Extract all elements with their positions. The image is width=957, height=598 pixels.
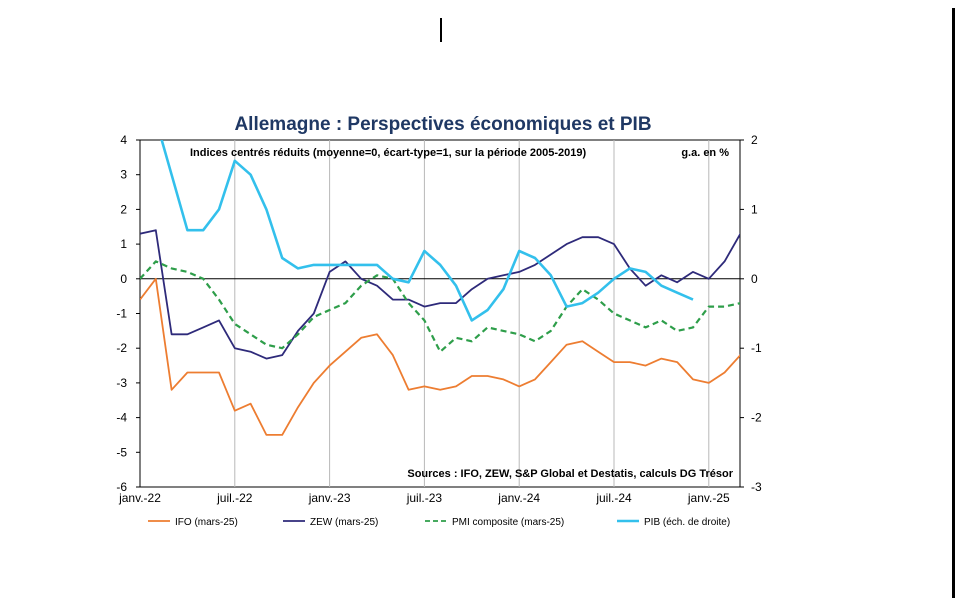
legend-label-3: PIB (éch. de droite)	[644, 517, 730, 528]
left-tick-label: -4	[116, 411, 127, 425]
x-tick-label: juil.-23	[406, 491, 443, 505]
left-tick-label: 0	[120, 272, 127, 286]
left-tick-label: 2	[120, 202, 127, 216]
plot-area	[139, 139, 741, 488]
left-tick-label: -5	[116, 445, 127, 459]
chart-title: Allemagne : Perspectives économiques et …	[234, 114, 651, 135]
series-line-1	[140, 229, 740, 360]
plot-frame	[139, 139, 741, 488]
left-tick-label: -3	[116, 376, 127, 390]
series-line-0	[140, 277, 740, 436]
right-tick-label: 1	[751, 202, 758, 216]
left-tick-label: -6	[116, 480, 127, 494]
left-tick-label: 4	[120, 133, 127, 147]
legend-label-2: PMI composite (mars-25)	[452, 517, 564, 528]
right-tick-label: -3	[751, 480, 762, 494]
text-cursor	[440, 18, 442, 42]
x-tick-label: janv.-25	[687, 491, 730, 505]
x-tick-label: juil.-24	[595, 491, 632, 505]
right-tick-label: -2	[751, 411, 762, 425]
legend-label-1: ZEW (mars-25)	[310, 517, 378, 528]
chart-subtitle: Indices centrés réduits (moyenne=0, écar…	[190, 147, 587, 159]
x-tick-label: janv.-22	[118, 491, 161, 505]
right-tick-label: 2	[751, 133, 758, 147]
left-tick-label: -1	[116, 307, 127, 321]
series-line-2	[140, 260, 740, 353]
left-tick-label: 1	[120, 237, 127, 251]
legend: IFO (mars-25) ZEW (mars-25) PMI composite …	[148, 517, 730, 528]
right-axis-unit: g.a. en %	[681, 147, 729, 159]
left-tick-label: -2	[116, 341, 127, 355]
x-tick-label: juil.-22	[216, 491, 253, 505]
right-tick-label: -1	[751, 341, 762, 355]
right-tick-label: 0	[751, 272, 758, 286]
x-tick-label: janv.-24	[497, 491, 540, 505]
x-tick-label: janv.-23	[308, 491, 351, 505]
window-edge	[952, 8, 955, 598]
legend-label-0: IFO (mars-25)	[175, 517, 238, 528]
chart-source: Sources : IFO, ZEW, S&P Global et Destat…	[407, 468, 733, 480]
left-tick-label: 3	[120, 168, 127, 182]
series-line-3	[160, 140, 694, 322]
